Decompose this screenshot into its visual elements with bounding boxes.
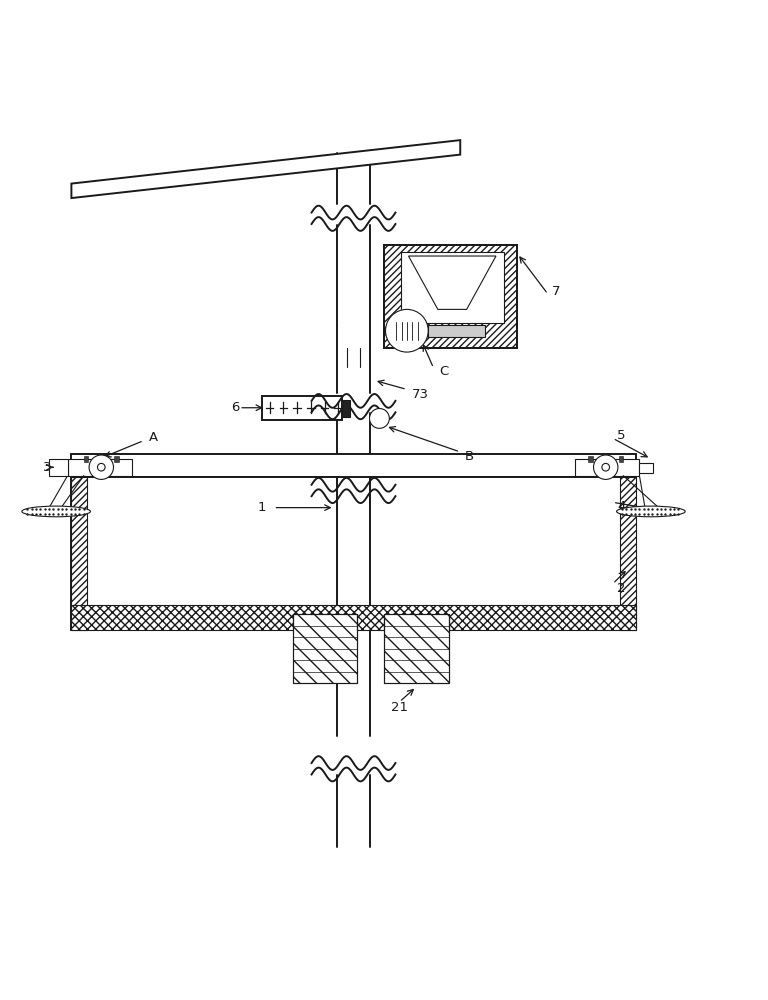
Bar [384, 614, 449, 683]
Bar [370, 477, 636, 630]
Text: 2: 2 [617, 582, 626, 595]
Bar [84, 456, 88, 462]
Text: 21: 21 [391, 701, 408, 714]
Bar [588, 456, 593, 462]
Text: B: B [465, 450, 474, 463]
Ellipse shape [22, 506, 91, 517]
Bar [384, 614, 449, 683]
Bar [621, 477, 636, 630]
Bar [640, 463, 653, 473]
Bar [429, 325, 485, 337]
Bar [293, 614, 357, 683]
Polygon shape [409, 256, 496, 309]
Text: 6: 6 [231, 401, 240, 414]
Bar [384, 245, 518, 348]
Bar [619, 456, 624, 462]
Bar [114, 456, 119, 462]
Bar [574, 459, 640, 476]
Bar [262, 396, 342, 420]
Text: 4: 4 [617, 500, 626, 513]
Circle shape [89, 455, 114, 479]
Text: 5: 5 [617, 429, 626, 442]
Polygon shape [71, 140, 460, 198]
Bar [293, 614, 357, 683]
Text: C: C [439, 365, 449, 378]
Text: 73: 73 [412, 388, 429, 401]
Bar [401, 252, 504, 323]
Bar [342, 400, 349, 417]
Text: 3: 3 [43, 461, 51, 474]
Circle shape [602, 463, 610, 471]
Bar [71, 454, 636, 477]
Text: A: A [149, 431, 158, 444]
Text: 1: 1 [258, 501, 266, 514]
Bar [384, 245, 518, 348]
Circle shape [386, 309, 429, 352]
Bar [48, 459, 68, 476]
Circle shape [98, 463, 105, 471]
Bar [71, 605, 636, 630]
Bar [71, 477, 87, 630]
Circle shape [369, 409, 389, 428]
Circle shape [594, 455, 618, 479]
Bar [68, 459, 132, 476]
Text: 7: 7 [551, 285, 560, 298]
Ellipse shape [617, 506, 685, 517]
Bar [71, 477, 336, 630]
